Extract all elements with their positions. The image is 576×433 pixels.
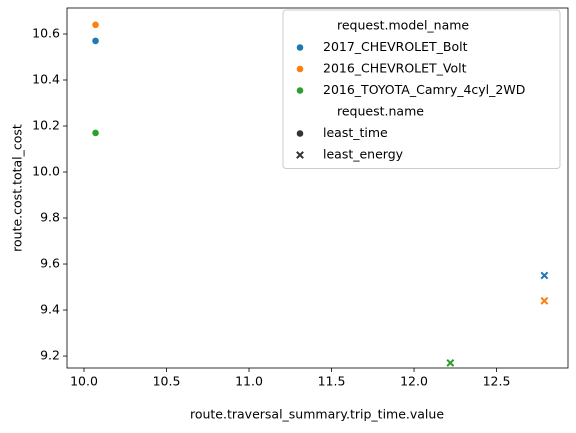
- data-point: [540, 271, 549, 280]
- axes-frame: [66, 7, 569, 369]
- legend-title: request.model_name: [337, 18, 469, 33]
- legend-label: least_energy: [323, 147, 404, 162]
- legend-title: request.name: [337, 104, 424, 119]
- legend-marker: [296, 65, 304, 73]
- legend-marker: [296, 86, 304, 95]
- x-tick-label: 12.0: [400, 374, 428, 389]
- x-tick-label: 11.0: [235, 374, 263, 389]
- y-axis-label: route.cost.total_cost: [10, 124, 25, 252]
- y-tick-label: 9.8: [40, 210, 60, 225]
- y-tick-label: 10.6: [32, 25, 60, 40]
- x-tick-label: 12.5: [483, 374, 511, 389]
- legend-label: 2016_TOYOTA_Camry_4cyl_2WD: [323, 82, 525, 97]
- legend-marker: [296, 129, 304, 138]
- y-tick-label: 10.4: [32, 72, 60, 87]
- data-point: [91, 36, 100, 45]
- data-point: [91, 20, 100, 29]
- data-point: [91, 129, 100, 137]
- legend-box: [282, 9, 561, 169]
- data-point: [540, 296, 549, 305]
- legend-label: least_time: [323, 125, 388, 140]
- x-tick-label: 10.5: [153, 374, 181, 389]
- y-tick-label: 9.6: [40, 256, 60, 271]
- x-tick-label: 11.5: [318, 374, 346, 389]
- legend-marker: [296, 151, 304, 159]
- y-tick-label: 9.4: [40, 302, 60, 317]
- y-tick-label: 9.2: [40, 348, 60, 363]
- y-tick-label: 10.0: [32, 164, 60, 179]
- legend-marker: [296, 43, 304, 52]
- x-axis-label: route.traversal_summary.trip_time.value: [190, 407, 444, 422]
- y-tick-label: 10.2: [32, 118, 60, 133]
- data-point: [446, 359, 455, 367]
- x-tick-label: 10.0: [70, 374, 98, 389]
- legend-label: 2017_CHEVROLET_Bolt: [323, 39, 468, 54]
- legend-label: 2016_CHEVROLET_Volt: [323, 61, 467, 76]
